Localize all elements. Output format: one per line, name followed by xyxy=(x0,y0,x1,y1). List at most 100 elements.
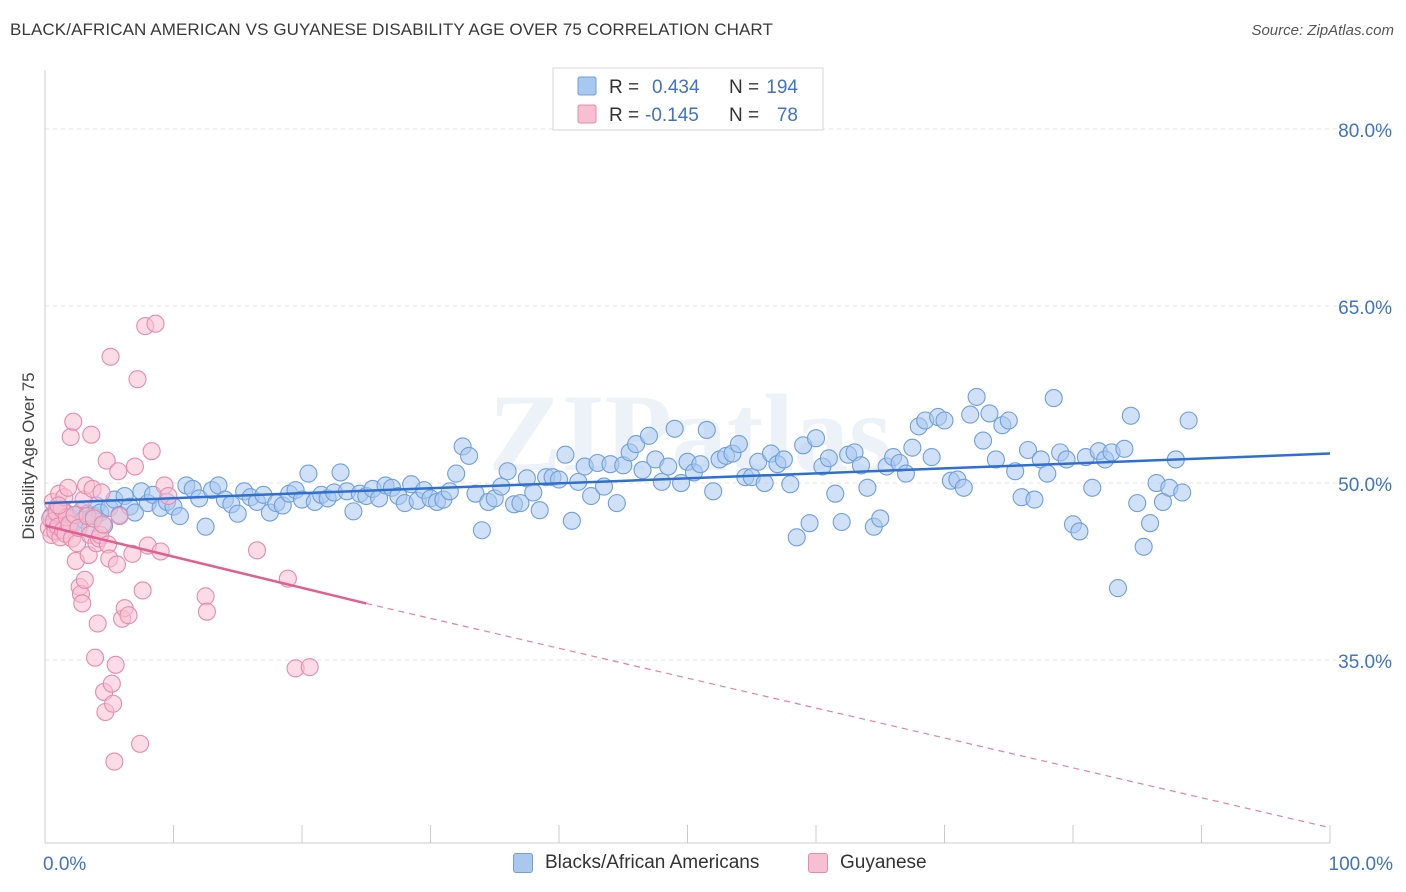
blacks-point xyxy=(639,426,659,445)
blacks-point xyxy=(935,411,954,430)
blacks-point xyxy=(633,461,652,480)
blacks-point xyxy=(652,472,671,491)
guyanese-point xyxy=(125,457,144,476)
legend-label-blacks: Blacks/African Americans xyxy=(545,852,760,873)
blacks-point xyxy=(556,445,575,464)
blacks-point xyxy=(961,405,980,424)
blacks-point xyxy=(781,475,800,494)
blacks-point xyxy=(1044,389,1063,408)
blacks-point xyxy=(1025,490,1044,509)
blacks-point xyxy=(228,504,247,523)
blacks-point xyxy=(344,502,363,521)
blacks-point xyxy=(196,517,215,536)
blacks-point xyxy=(1018,440,1038,460)
blacks-point xyxy=(922,448,941,467)
blacks-point xyxy=(530,501,549,520)
blacks-point xyxy=(1108,579,1128,598)
legend-item-guyanese[interactable]: Guyanese xyxy=(808,852,927,874)
blacks-point xyxy=(582,486,601,506)
legend-blue-n-value: 194 xyxy=(766,77,798,98)
blacks-point xyxy=(967,387,986,406)
guyanese-point xyxy=(59,478,78,497)
blacks-point xyxy=(440,482,459,501)
axes xyxy=(44,70,1331,844)
guyanese-point xyxy=(119,606,138,625)
blacks-point xyxy=(299,464,318,483)
x-tick-label-min: 0.0% xyxy=(43,854,86,875)
guyanese-point xyxy=(197,602,216,621)
tick-labels: 35.0% 50.0% 65.0% 80.0% 0.0% 100.0% xyxy=(43,121,1393,875)
guyanese-point xyxy=(106,655,125,674)
guyanese-point xyxy=(102,674,121,693)
source-label: Source: ZipAtlas.com xyxy=(1251,22,1394,39)
trend-lines xyxy=(44,452,1331,829)
blacks-point xyxy=(1070,522,1089,541)
blacks-point xyxy=(954,478,973,497)
series-guyanese-points xyxy=(39,314,319,771)
blacks-point xyxy=(1141,514,1160,533)
guyanese-point xyxy=(49,496,68,515)
blacks-point xyxy=(691,455,710,474)
legend-blue-r-value: 0.434 xyxy=(652,77,700,98)
guyanese-point xyxy=(247,541,267,560)
guyanese-point xyxy=(104,694,123,713)
blacks-point xyxy=(1121,406,1140,425)
blacks-point xyxy=(607,494,626,513)
guyanese-point xyxy=(146,314,165,333)
blacks-point xyxy=(549,470,569,489)
guyanese-point xyxy=(75,570,94,589)
y-tick-label: 35.0% xyxy=(1338,652,1392,673)
guyanese-point xyxy=(123,544,142,563)
guyanese-point xyxy=(61,427,80,447)
blacks-point xyxy=(498,462,517,481)
legend-item-blacks[interactable]: Blacks/African Americans xyxy=(513,852,759,874)
guyanese-point xyxy=(142,442,161,461)
chart-title: BLACK/AFRICAN AMERICAN VS GUYANESE DISAB… xyxy=(10,20,773,39)
legend-pink-n-value: 78 xyxy=(777,105,798,126)
guyanese-point xyxy=(86,648,105,667)
guyanese-point xyxy=(93,515,112,534)
guyanese-point xyxy=(300,658,319,677)
blacks-point xyxy=(826,484,845,503)
guyanese-point xyxy=(109,462,128,481)
blacks-point xyxy=(787,528,806,547)
blacks-point xyxy=(466,484,485,503)
guyanese-point xyxy=(73,594,92,613)
y-axis-label: Disability Age Over 75 xyxy=(19,372,38,539)
y-tick-label: 80.0% xyxy=(1338,121,1392,142)
guyanese-point xyxy=(131,734,150,753)
blacks-point xyxy=(447,464,466,483)
blacks-point xyxy=(459,446,479,465)
blacks-point xyxy=(986,450,1005,469)
y-tick-label: 50.0% xyxy=(1338,475,1392,496)
blacks-point xyxy=(511,494,530,513)
blacks-point xyxy=(697,420,716,439)
blacks-point xyxy=(871,509,890,528)
legend-blue-r-label: R = xyxy=(609,77,639,98)
guyanese-point xyxy=(196,587,215,606)
blacks-point xyxy=(851,456,871,475)
legend-swatch-pink xyxy=(808,853,828,873)
blacks-point xyxy=(627,435,646,454)
legend-pink-r-value: -0.145 xyxy=(645,105,699,126)
legend-pink-r-label: R = xyxy=(609,105,639,126)
legend-blue-n-label: N = xyxy=(729,77,759,98)
guyanese-point xyxy=(133,581,152,600)
blacks-point xyxy=(1134,537,1153,556)
blacks-point xyxy=(858,478,877,497)
blacks-point xyxy=(999,411,1018,430)
legend-pink-swatch xyxy=(577,104,597,124)
blacks-point xyxy=(1179,411,1198,430)
blacks-point xyxy=(562,511,581,530)
blacks-point xyxy=(1115,439,1134,458)
blacks-point xyxy=(774,450,793,469)
guyanese-point xyxy=(64,412,83,431)
blacks-point xyxy=(472,521,491,540)
blacks-point xyxy=(1128,494,1147,513)
x-tick-label-max: 100.0% xyxy=(1329,854,1394,875)
blacks-point xyxy=(524,483,543,502)
blacks-point xyxy=(729,435,748,454)
guyanese-point xyxy=(107,555,127,574)
legend-label-guyanese: Guyanese xyxy=(840,852,927,873)
